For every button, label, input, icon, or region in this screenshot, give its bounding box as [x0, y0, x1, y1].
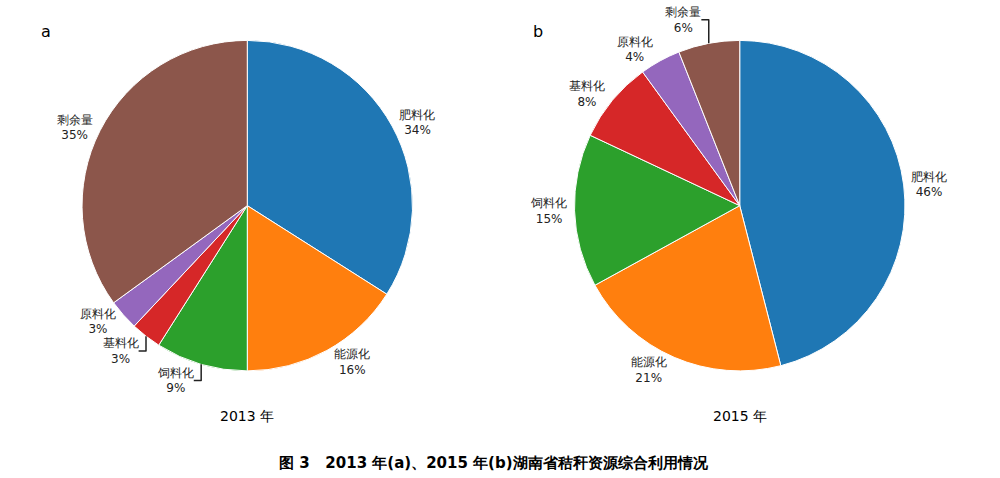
svg-text:剩余量35%: 剩余量35%	[57, 113, 93, 143]
svg-text:a: a	[41, 22, 51, 41]
svg-text:剩余量6%: 剩余量6%	[665, 5, 701, 35]
svg-text:2015 年: 2015 年	[713, 408, 767, 424]
svg-text:饲料化9%: 饲料化9%	[157, 366, 194, 396]
svg-text:原料化3%: 原料化3%	[80, 307, 116, 337]
svg-text:肥料化46%: 肥料化46%	[911, 170, 947, 200]
svg-text:能源化21%: 能源化21%	[631, 355, 667, 385]
svg-text:肥料化34%: 肥料化34%	[399, 108, 435, 138]
svg-text:基料化8%: 基料化8%	[569, 79, 605, 109]
svg-text:2013 年: 2013 年	[220, 408, 274, 424]
svg-text:基料化3%: 基料化3%	[103, 336, 139, 366]
svg-text:b: b	[533, 22, 543, 41]
svg-text:原料化4%: 原料化4%	[617, 35, 653, 65]
svg-text:能源化16%: 能源化16%	[334, 347, 370, 377]
svg-text:图 3 2013 年(a)、2015 年(b)湖南省秸秆: 图 3 2013 年(a)、2015 年(b)湖南省秸秆资源综合利用情况	[279, 454, 709, 472]
svg-text:饲料化15%: 饲料化15%	[530, 196, 567, 226]
